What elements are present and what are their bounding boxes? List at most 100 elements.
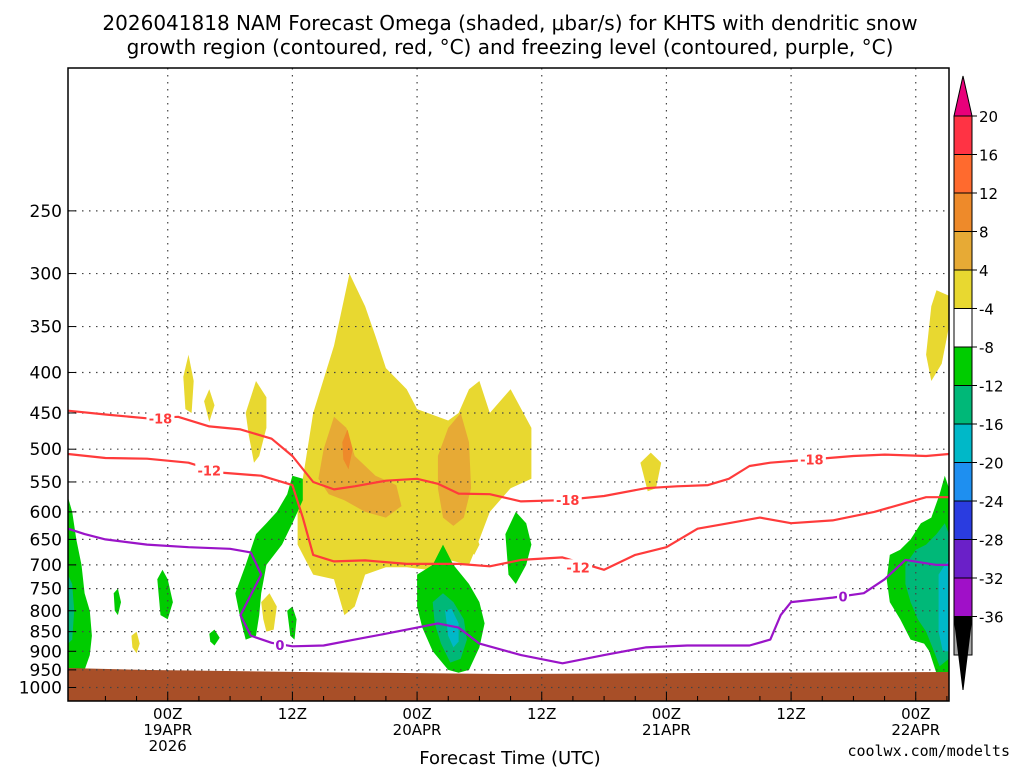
y-tick-label-750: 750 [30, 580, 62, 600]
colorbar-swatch-6 [953, 346, 973, 386]
gridlines [68, 68, 949, 701]
colorbar-label-12: -32 [979, 570, 1004, 588]
omega-shading [68, 273, 949, 674]
colorbar-top-arrow [953, 75, 973, 117]
y-tick-label-600: 600 [30, 503, 62, 523]
colorbar-label-13: -36 [979, 609, 1004, 627]
y-tick-label-450: 450 [30, 404, 62, 424]
chart-title: 2026041818 NAM Forecast Omega (shaded, μ… [102, 11, 917, 59]
colorbar-swatch-8 [953, 423, 973, 463]
y-tick-label-800: 800 [30, 602, 62, 622]
x-tick-label-78-1: 22APR [891, 721, 940, 739]
terrain [68, 668, 949, 701]
x-tick-label-6-0: 00Z [153, 705, 182, 723]
contour-2 [68, 527, 949, 665]
colorbar-swatch-7 [953, 385, 973, 425]
terrain-fill [68, 668, 949, 701]
contour-0 [68, 409, 949, 503]
shade-upward-motion-core-2 [437, 413, 472, 526]
contour-label-bg [273, 637, 286, 652]
shade-upward-motion-plume-main [297, 273, 532, 616]
shade-upward-motion-upper-right [926, 290, 949, 381]
colorbar-swatch-4 [953, 269, 973, 309]
colorbar-swatch-11 [953, 539, 973, 579]
contour-label-0-1: -18 [556, 494, 580, 509]
colorbar-swatch-10 [953, 500, 973, 540]
colorbar-swatch-2 [953, 192, 973, 232]
colorbar-label-2: 12 [979, 185, 998, 203]
colorbar-swatch-3 [953, 231, 973, 271]
colorbar-label-9: -20 [979, 455, 1004, 473]
x-tick-label-6-1: 19APR [143, 721, 192, 739]
colorbar-label-5: -4 [979, 301, 994, 319]
y-tick-label-500: 500 [30, 440, 62, 460]
x-tick-label-66-0: 12Z [776, 705, 805, 723]
x-tick-label-18-0: 12Z [278, 705, 307, 723]
shade-downward-motion-left-core [68, 574, 75, 644]
colorbar-swatch-12 [953, 577, 973, 617]
contour-label-bg [797, 451, 826, 466]
y-axis: 2503003504004505005506006507007508008509… [19, 202, 76, 699]
colorbar-swatch-1 [953, 154, 973, 194]
y-tick-label-350: 350 [30, 318, 62, 338]
y-tick-label-650: 650 [30, 530, 62, 550]
x-tick-label-30-1: 20APR [393, 721, 442, 739]
shade-upward-motion-core-peak [342, 429, 353, 470]
colorbar-label-4: 4 [979, 262, 989, 280]
shade-downward-motion-right-core-2 [938, 559, 949, 652]
y-tick-label-400: 400 [30, 363, 62, 383]
shade-downward-motion-band-2 [287, 606, 297, 640]
x-tick-label-30-0: 00Z [402, 705, 431, 723]
contour-label-bg [553, 492, 582, 507]
x-tick-label-54-1: 21APR [642, 721, 691, 739]
shade-upward-motion-small-1 [183, 354, 194, 413]
shade-upward-motion-small-2 [204, 389, 215, 422]
y-tick-label-850: 850 [30, 623, 62, 643]
contour-label-1-1: -12 [566, 561, 590, 576]
colorbar-label-0: 20 [979, 108, 998, 126]
shade-downward-motion-mid-core-2 [445, 608, 459, 648]
shade-downward-motion-left [68, 497, 92, 674]
shade-downward-motion-left-3 [113, 588, 121, 616]
shade-upward-motion-small-5 [131, 631, 140, 654]
contour-label-bg [564, 559, 593, 574]
colorbar-bottom-arrow [953, 616, 973, 691]
y-tick-label-1000: 1000 [19, 679, 62, 699]
y-tick-label-550: 550 [30, 473, 62, 493]
colorbar-swatch-5 [953, 308, 973, 348]
contour-label-bg [195, 462, 224, 477]
colorbar-label-3: 8 [979, 224, 989, 242]
colorbar-swatch-9 [953, 462, 973, 502]
shade-downward-motion-mid-2 [505, 511, 532, 584]
shade-downward-motion-left-4 [209, 629, 220, 646]
x-tick-label-42-0: 12Z [527, 705, 556, 723]
y-tick-label-900: 900 [30, 642, 62, 662]
plot-frame [67, 67, 950, 702]
x-tick-label-78-0: 00Z [901, 705, 930, 723]
colorbar-label-1: 16 [979, 147, 998, 165]
y-tick-label-700: 700 [30, 556, 62, 576]
colorbar-label-11: -28 [979, 532, 1004, 550]
credit-text: coolwx.com/modelts [847, 742, 1010, 760]
colorbar-label-7: -12 [979, 378, 1004, 396]
title-line-2: growth region (contoured, red, °C) and f… [127, 35, 894, 59]
y-tick-label-950: 950 [30, 661, 62, 681]
contour-label-2-1: 0 [839, 590, 848, 605]
shade-upward-motion-core [318, 416, 402, 518]
title-line-1: 2026041818 NAM Forecast Omega (shaded, μ… [102, 11, 917, 35]
colorbar-label-8: -16 [979, 416, 1004, 434]
x-tick-label-6-2: 2026 [149, 737, 187, 755]
contour-label-bg [146, 410, 175, 425]
contour-label-bg [837, 588, 850, 603]
shade-upward-motion-small-4 [261, 593, 277, 632]
colorbar-label-10: -24 [979, 493, 1004, 511]
shade-downward-motion-band [235, 475, 303, 640]
shade-downward-motion-left-2 [157, 569, 173, 620]
y-tick-label-300: 300 [30, 265, 62, 285]
x-axis-title: Forecast Time (UTC) [419, 748, 600, 768]
colorbar-swatch-0 [953, 115, 973, 155]
contour-label-0-0: -18 [149, 412, 173, 427]
x-tick-label-54-0: 00Z [652, 705, 681, 723]
contour-label-0-2: -18 [800, 453, 824, 468]
